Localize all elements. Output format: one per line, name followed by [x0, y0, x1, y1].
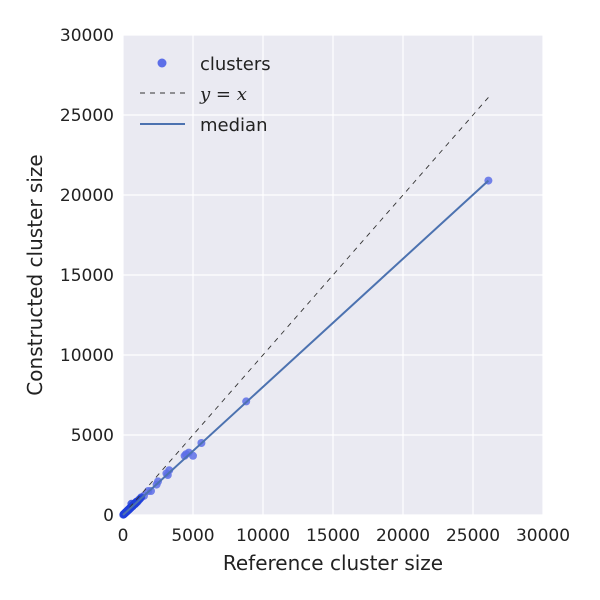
- data-marks: [119, 97, 493, 519]
- legend-marker-clusters: [157, 58, 167, 68]
- y-tick-label-2: 10000: [60, 346, 114, 366]
- x-tick-label-0: 0: [118, 526, 129, 546]
- y-tick-label-0: 0: [103, 506, 114, 526]
- x-tick-label-3: 15000: [306, 526, 360, 546]
- x-axis-title: Reference cluster size: [223, 551, 443, 575]
- y-tick-label-1: 5000: [71, 426, 114, 446]
- legend-label-clusters: clusters: [200, 54, 271, 75]
- grid-lines: [122, 34, 544, 516]
- y-tick-label-3: 15000: [60, 266, 114, 286]
- x-tick-label-4: 20000: [376, 526, 430, 546]
- median-line: [122, 179, 490, 516]
- identity-line: [122, 97, 489, 516]
- y-tick-label-6: 30000: [60, 26, 114, 46]
- legend-label-identity: y = x: [199, 84, 247, 105]
- x-tick-label-1: 5000: [171, 526, 214, 546]
- tick-labels: 0 5000 10000 15000 20000 25000 30000 0 5000 10000…: [60, 26, 570, 546]
- y-tick-label-5: 25000: [60, 106, 114, 126]
- x-tick-label-5: 25000: [446, 526, 500, 546]
- y-tick-label-4: 20000: [60, 186, 114, 206]
- x-tick-label-6: 30000: [516, 526, 570, 546]
- legend-label-median: median: [200, 115, 267, 136]
- x-tick-label-2: 10000: [236, 526, 290, 546]
- legend: clusters y = x median: [140, 54, 271, 136]
- y-axis-title: Constructed cluster size: [23, 154, 47, 395]
